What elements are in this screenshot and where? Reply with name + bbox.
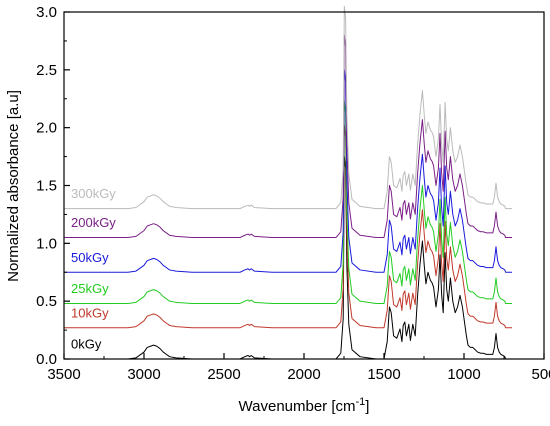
y-tick-label: 2.0 [36,120,57,137]
series-label-200kGy: 200kGy [71,215,116,230]
x-tick-label: 1000 [447,366,480,383]
y-tick-label: 1.5 [36,178,57,195]
series-line-25kGy [64,100,512,304]
series-layer [64,5,512,360]
y-tick-label: 3.0 [36,4,57,21]
series-label-0kGy: 0kGy [71,337,102,352]
series-label-10kGy: 10kGy [71,305,109,320]
series-line-0kGy [64,156,512,360]
series-label-300kGy: 300kGy [71,186,116,201]
y-axis: 0.0 0.5 1.0 1.5 2.0 2.5 3.0 [36,4,70,368]
y-tick-label: 0.0 [36,351,57,368]
y-tick-label: 2.5 [36,62,57,79]
series-label-25kGy: 25kGy [71,281,109,296]
series-labels-layer: 0kGy 10kGy 25kGy 50kGy 200kGy 300kGy [71,186,116,351]
x-tick-label: 3000 [127,366,160,383]
x-tick-label: 500 [531,366,550,383]
y-axis-title: Normalized absorbance [a.u] [5,90,22,282]
x-axis-title: Wavenumber [cm-1] [239,396,370,415]
series-line-300kGy [64,5,512,210]
x-tick-label: 2000 [287,366,320,383]
plot-frame [63,11,545,360]
series-line-10kGy [64,124,512,329]
y-tick-label: 1.0 [36,235,57,252]
x-tick-label: 2500 [207,366,240,383]
x-axis: 3500 3000 2500 2000 1500 1000 500 [47,353,550,383]
series-line-50kGy [64,69,512,273]
y-tick-label: 0.5 [36,293,57,310]
series-label-50kGy: 50kGy [71,250,109,265]
x-tick-label: 1500 [367,366,400,383]
x-tick-label: 3500 [47,366,80,383]
series-line-200kGy [64,34,512,239]
